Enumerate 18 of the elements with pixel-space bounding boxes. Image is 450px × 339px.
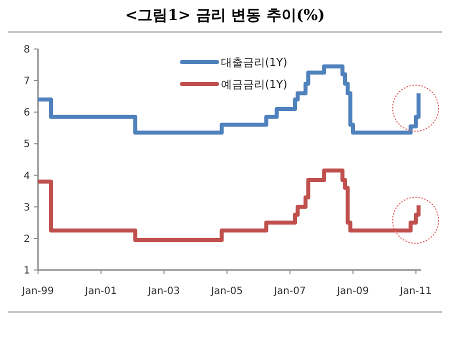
legend-label: 예금금리(1Y) [221, 78, 288, 91]
chart-title: <그림1> 금리 변동 추이(%) [125, 6, 325, 24]
y-tick-label: 5 [24, 139, 30, 150]
x-tick-label: Jan-01 [84, 286, 117, 297]
x-tick-label: Jan-11 [399, 286, 432, 297]
y-tick-label: 1 [24, 266, 30, 276]
x-tick-label: Jan-09 [336, 286, 369, 297]
x-tick-label: Jan-99 [21, 286, 54, 297]
x-tick-label: Jan-05 [210, 286, 243, 297]
y-tick-label: 6 [24, 108, 30, 119]
y-tick-label: 2 [24, 234, 30, 245]
y-tick-label: 7 [24, 76, 30, 88]
legend-label: 대출금리(1Y) [221, 56, 288, 69]
x-tick-label: Jan-03 [147, 286, 180, 297]
y-tick-label: 3 [24, 202, 30, 214]
y-tick-label: 8 [24, 44, 30, 56]
y-tick-label: 4 [24, 170, 30, 182]
x-tick-label: Jan-07 [273, 286, 306, 297]
